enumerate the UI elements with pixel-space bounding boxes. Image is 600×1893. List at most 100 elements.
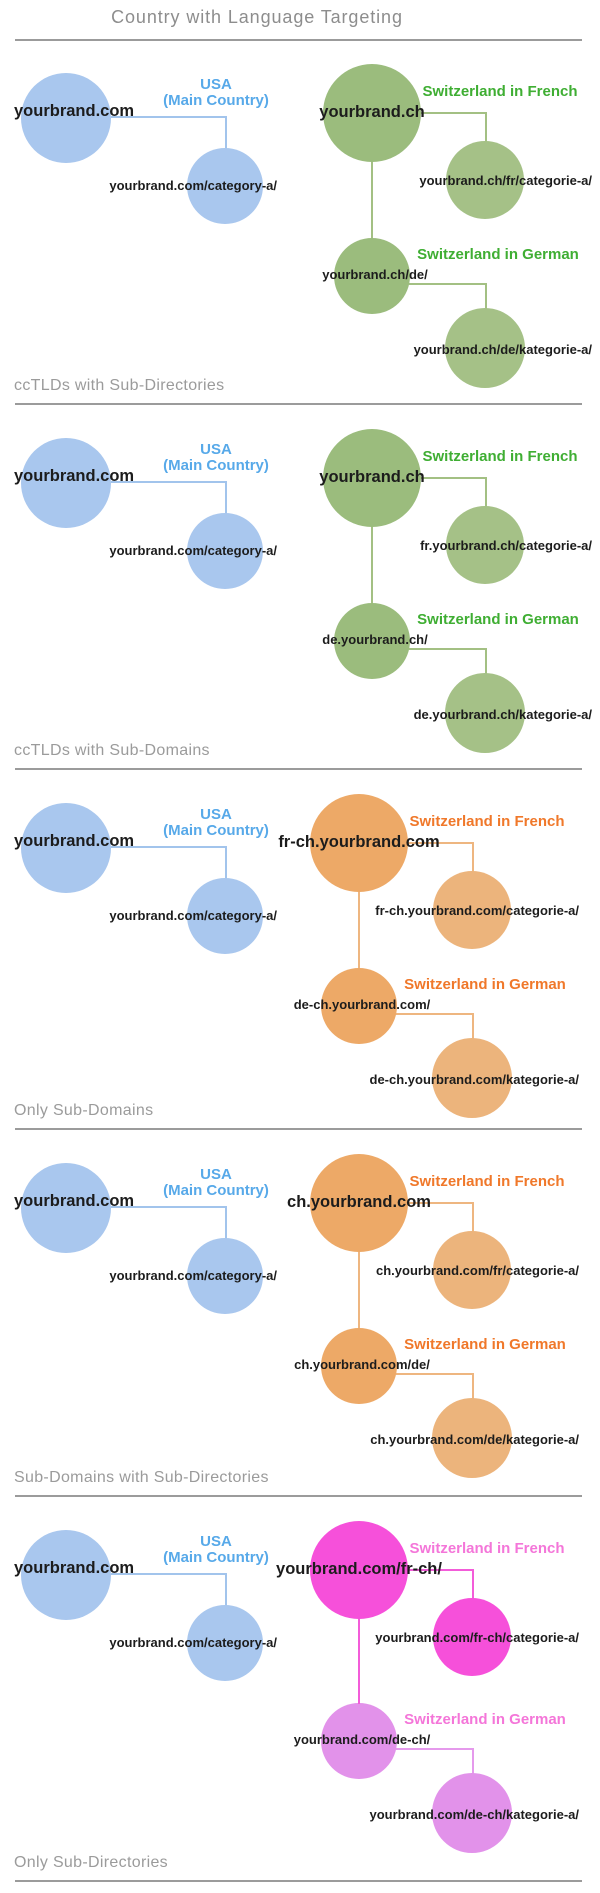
switzerland-group: ch.yourbrand.com Switzerland in French c… xyxy=(0,1130,587,1497)
usa-root-domain: yourbrand.com xyxy=(14,832,135,850)
section-divider xyxy=(15,1128,582,1130)
german-branch-line xyxy=(358,891,360,969)
french-category-circle xyxy=(433,1598,511,1676)
swiss-home-url: ch.yourbrand.com xyxy=(287,1193,431,1211)
usa-country-label-line2: (Main Country) xyxy=(163,822,269,839)
usa-category-url: yourbrand.com/category-a/ xyxy=(109,1268,277,1283)
section-divider xyxy=(15,768,582,770)
switzerland-group: yourbrand.ch Switzerland in French yourb… xyxy=(0,40,600,405)
section-label: Sub-Domains with Sub-Directories xyxy=(14,1469,269,1486)
german-connector-line xyxy=(485,283,487,310)
section-label: Only Sub-Domains xyxy=(14,1102,154,1119)
section-divider xyxy=(15,403,582,405)
section-sub-domains-with-sub-directories: yourbrand.com USA (Main Country) yourbra… xyxy=(0,1130,600,1497)
french-label: Switzerland in French xyxy=(409,1540,565,1557)
section-cctlds-with-sub-domains: yourbrand.com USA (Main Country) yourbra… xyxy=(0,405,600,770)
usa-country-label: USA (Main Country) xyxy=(116,77,316,109)
usa-country-label-line2: (Main Country) xyxy=(163,1549,269,1566)
usa-connector-line xyxy=(111,481,227,483)
usa-country-label-line2: (Main Country) xyxy=(163,92,269,109)
swiss-home-url: yourbrand.ch xyxy=(319,468,425,486)
section-cctlds-with-sub-directories: yourbrand.com USA (Main Country) yourbra… xyxy=(0,40,600,405)
section-label: ccTLDs with Sub-Domains xyxy=(14,742,210,759)
usa-country-label: USA (Main Country) xyxy=(116,807,316,839)
section-divider xyxy=(15,1495,582,1497)
german-category-url: de-ch.yourbrand.com/kategorie-a/ xyxy=(369,1072,580,1087)
swiss-home-circle xyxy=(310,1154,408,1252)
german-category-url: ch.yourbrand.com/de/kategorie-a/ xyxy=(370,1432,579,1447)
german-category-circle xyxy=(432,1398,512,1478)
usa-category-circle xyxy=(187,1605,263,1681)
usa-root-domain: yourbrand.com xyxy=(14,467,135,485)
usa-country-label: USA (Main Country) xyxy=(116,442,316,474)
german-connector-line xyxy=(472,1748,474,1775)
german-label: Switzerland in German xyxy=(404,976,566,993)
french-category-circle xyxy=(433,871,511,949)
german-home-url: de-ch.yourbrand.com/ xyxy=(293,997,431,1012)
swiss-home-url: fr-ch.yourbrand.com xyxy=(278,833,440,851)
swiss-home-circle xyxy=(310,794,408,892)
usa-connector-line xyxy=(111,1573,227,1575)
french-connector-line xyxy=(472,842,474,873)
german-connector-line xyxy=(485,648,487,675)
french-label: Switzerland in French xyxy=(422,448,578,465)
german-home-circle xyxy=(321,968,397,1044)
section-only-sub-directories: yourbrand.com USA (Main Country) yourbra… xyxy=(0,1497,600,1882)
german-home-url: ch.yourbrand.com/de/ xyxy=(294,1357,430,1372)
german-category-circle xyxy=(445,673,525,753)
german-category-url: yourbrand.ch/de/kategorie-a/ xyxy=(413,342,592,357)
german-home-circle xyxy=(334,238,410,314)
usa-connector-line xyxy=(225,1573,227,1607)
swiss-home-circle xyxy=(323,64,421,162)
swiss-home-url: yourbrand.com/fr-ch/ xyxy=(276,1560,442,1578)
french-connector-line xyxy=(472,1202,474,1233)
usa-category-circle xyxy=(187,148,263,224)
usa-root-circle xyxy=(21,1530,111,1620)
french-category-circle xyxy=(433,1231,511,1309)
french-category-circle xyxy=(446,141,524,219)
german-home-url: yourbrand.ch/de/ xyxy=(322,267,428,282)
usa-category-url: yourbrand.com/category-a/ xyxy=(109,908,277,923)
usa-category-circle xyxy=(187,878,263,954)
french-category-url: fr.yourbrand.ch/categorie-a/ xyxy=(420,538,592,553)
german-category-url: de.yourbrand.ch/kategorie-a/ xyxy=(413,707,592,722)
french-label: Switzerland in French xyxy=(409,813,565,830)
french-connector-line xyxy=(485,112,487,143)
german-group: Switzerland in German de.yourbrand.ch/ d… xyxy=(0,405,600,770)
usa-root-domain: yourbrand.com xyxy=(14,102,135,120)
usa-country-label-line1: USA xyxy=(200,441,232,458)
german-category-circle xyxy=(432,1038,512,1118)
usa-category-circle xyxy=(187,1238,263,1314)
usa-connector-line xyxy=(111,846,227,848)
french-connector-line xyxy=(421,112,487,114)
switzerland-group: yourbrand.com/fr-ch/ Switzerland in Fren… xyxy=(0,1497,587,1882)
french-category-url: fr-ch.yourbrand.com/categorie-a/ xyxy=(375,903,579,918)
swiss-home-circle xyxy=(310,1521,408,1619)
usa-category-url: yourbrand.com/category-a/ xyxy=(109,178,277,193)
swiss-home-circle xyxy=(323,429,421,527)
french-connector-line xyxy=(408,1569,474,1571)
title-divider xyxy=(15,39,582,41)
usa-connector-line xyxy=(111,116,227,118)
french-connector-line xyxy=(485,477,487,508)
german-group: Switzerland in German yourbrand.com/de-c… xyxy=(0,1505,587,1890)
french-label: Switzerland in French xyxy=(422,83,578,100)
french-connector-line xyxy=(408,1202,474,1204)
usa-country-label: USA (Main Country) xyxy=(116,1534,316,1566)
french-category-url: ch.yourbrand.com/fr/categorie-a/ xyxy=(376,1263,579,1278)
usa-category-circle xyxy=(187,513,263,589)
german-group: Switzerland in German ch.yourbrand.com/d… xyxy=(0,1130,587,1497)
french-connector-line xyxy=(472,1569,474,1600)
german-label: Switzerland in German xyxy=(404,1336,566,1353)
french-category-url: yourbrand.ch/fr/categorie-a/ xyxy=(419,173,592,188)
german-label: Switzerland in German xyxy=(417,611,579,628)
usa-country-label: USA (Main Country) xyxy=(116,1167,316,1199)
usa-country-label-line1: USA xyxy=(200,76,232,93)
usa-root-domain: yourbrand.com xyxy=(14,1559,135,1577)
usa-root-domain: yourbrand.com xyxy=(14,1192,135,1210)
section-label: ccTLDs with Sub-Directories xyxy=(14,377,225,394)
usa-connector-line xyxy=(225,846,227,880)
german-group: Switzerland in German de-ch.yourbrand.co… xyxy=(0,770,587,1130)
usa-country-label-line1: USA xyxy=(200,1533,232,1550)
